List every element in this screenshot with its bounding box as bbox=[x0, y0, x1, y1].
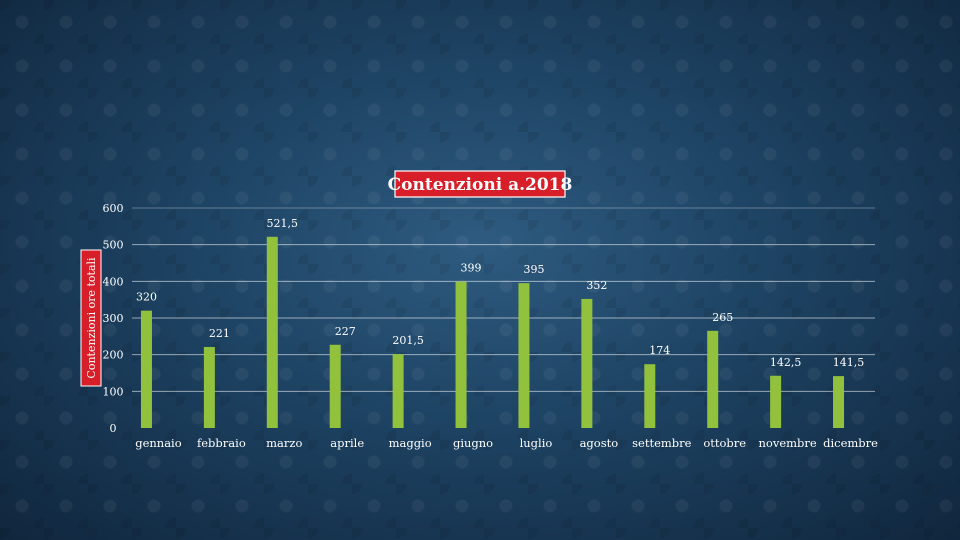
y-tick-label: 200 bbox=[103, 349, 124, 362]
data-label: 227 bbox=[335, 325, 356, 338]
data-label: 174 bbox=[649, 344, 670, 357]
category-label: aprile bbox=[330, 436, 364, 450]
y-tick-label: 600 bbox=[103, 202, 124, 215]
y-tick-label: 400 bbox=[103, 275, 124, 288]
y-tick-label: 0 bbox=[110, 422, 117, 435]
data-label: 521,5 bbox=[267, 217, 299, 230]
y-axis-label: Contenzioni ore totali bbox=[80, 249, 102, 387]
bar bbox=[581, 298, 593, 428]
bar bbox=[518, 283, 530, 428]
data-labels: 320 221 521,5 227 201,5 399 395 352 174 265 142,5 1… bbox=[136, 217, 864, 369]
bar bbox=[392, 354, 404, 428]
data-label: 320 bbox=[136, 291, 157, 304]
y-tick-label: 300 bbox=[103, 312, 124, 325]
y-tick-label: 100 bbox=[103, 385, 124, 398]
data-label: 221 bbox=[209, 327, 230, 340]
y-tick-label: 500 bbox=[103, 239, 124, 252]
data-label: 399 bbox=[461, 262, 482, 275]
category-label: febbraio bbox=[197, 436, 246, 450]
bar bbox=[266, 236, 278, 428]
category-label: maggio bbox=[389, 436, 432, 450]
grid-lines bbox=[132, 207, 875, 392]
bar bbox=[455, 281, 467, 428]
category-label: agosto bbox=[580, 436, 619, 450]
y-axis-label-text: Contenzioni ore totali bbox=[85, 257, 98, 379]
x-axis-categories: gennaio febbraio marzo aprile maggio giugno lu… bbox=[135, 436, 878, 450]
category-label: dicembre bbox=[823, 436, 878, 450]
chart-title-text: Contenzioni a.2018 bbox=[388, 175, 573, 195]
chart-title-box bbox=[394, 170, 566, 198]
y-axis-ticks: 0 100 200 300 400 500 600 bbox=[103, 202, 124, 435]
category-label: giugno bbox=[453, 436, 493, 450]
category-label: novembre bbox=[759, 436, 817, 450]
data-label: 201,5 bbox=[392, 334, 424, 347]
data-label: 352 bbox=[586, 279, 607, 292]
category-label: luglio bbox=[520, 436, 553, 450]
data-label: 142,5 bbox=[770, 356, 802, 369]
bars bbox=[140, 236, 845, 428]
data-label: 141,5 bbox=[833, 356, 865, 369]
category-label: gennaio bbox=[135, 436, 182, 450]
bar bbox=[833, 376, 845, 428]
chart-title: Contenzioni a.2018 bbox=[388, 170, 573, 198]
bar bbox=[329, 344, 341, 428]
bar bbox=[203, 346, 215, 428]
data-label: 265 bbox=[712, 311, 733, 324]
bar bbox=[770, 375, 782, 428]
data-label: 395 bbox=[523, 263, 544, 276]
category-label: ottobre bbox=[703, 436, 746, 450]
category-label: settembre bbox=[632, 436, 692, 450]
bar bbox=[707, 330, 719, 428]
bar bbox=[140, 310, 152, 428]
y-axis-label-box bbox=[80, 249, 102, 387]
category-label: marzo bbox=[266, 436, 302, 450]
bar bbox=[644, 364, 656, 428]
